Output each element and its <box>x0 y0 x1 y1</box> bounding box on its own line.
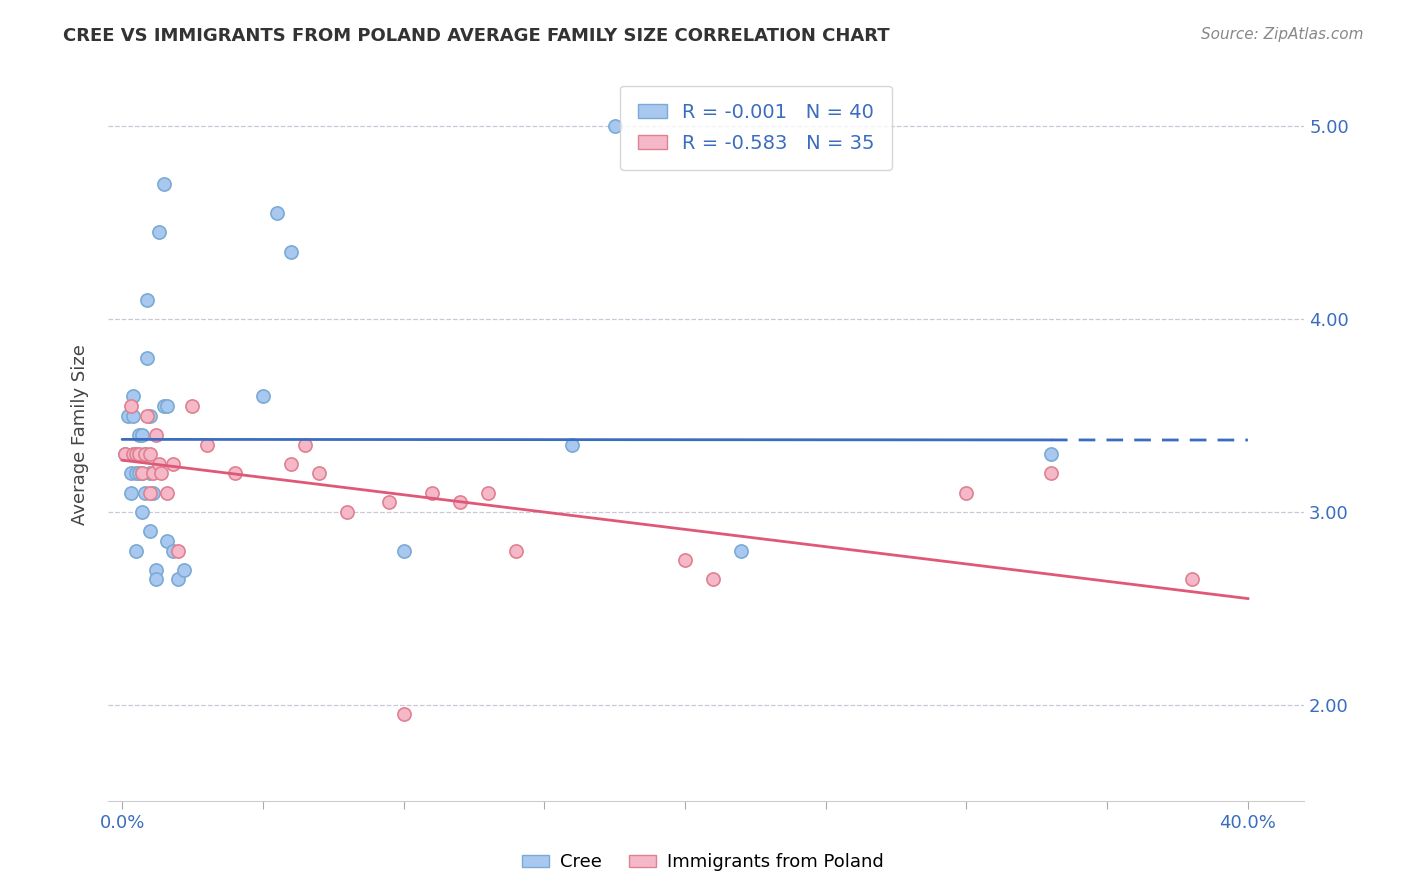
Point <box>730 543 752 558</box>
Point <box>955 485 977 500</box>
Point <box>153 399 176 413</box>
Point <box>117 409 139 423</box>
Point <box>266 206 288 220</box>
Point <box>131 428 153 442</box>
Point <box>156 485 179 500</box>
Point <box>561 437 583 451</box>
Point <box>128 447 150 461</box>
Point <box>449 495 471 509</box>
Y-axis label: Average Family Size: Average Family Size <box>72 344 89 525</box>
Point <box>336 505 359 519</box>
Point <box>114 447 136 461</box>
Point <box>181 399 204 413</box>
Point <box>139 485 162 500</box>
Point <box>142 467 165 481</box>
Point <box>114 447 136 461</box>
Point <box>120 399 142 413</box>
Point <box>136 409 159 423</box>
Legend: R = -0.001   N = 40, R = -0.583   N = 35: R = -0.001 N = 40, R = -0.583 N = 35 <box>620 86 893 170</box>
Point <box>280 244 302 259</box>
Point <box>120 467 142 481</box>
Point <box>148 226 170 240</box>
Point <box>505 543 527 558</box>
Point <box>167 543 190 558</box>
Point <box>1181 573 1204 587</box>
Point <box>136 293 159 307</box>
Point <box>142 485 165 500</box>
Point <box>122 409 145 423</box>
Point <box>125 543 148 558</box>
Text: Source: ZipAtlas.com: Source: ZipAtlas.com <box>1201 27 1364 42</box>
Text: CREE VS IMMIGRANTS FROM POLAND AVERAGE FAMILY SIZE CORRELATION CHART: CREE VS IMMIGRANTS FROM POLAND AVERAGE F… <box>63 27 890 45</box>
Point <box>162 543 184 558</box>
Point <box>125 447 148 461</box>
Point <box>378 495 401 509</box>
Point <box>145 573 167 587</box>
Point <box>280 457 302 471</box>
Point <box>139 524 162 539</box>
Point <box>139 409 162 423</box>
Point <box>131 505 153 519</box>
Point <box>195 437 218 451</box>
Point <box>120 485 142 500</box>
Point <box>128 428 150 442</box>
Point <box>477 485 499 500</box>
Point <box>156 533 179 548</box>
Point <box>673 553 696 567</box>
Point <box>162 457 184 471</box>
Point <box>131 467 153 481</box>
Point <box>420 485 443 500</box>
Point <box>156 399 179 413</box>
Point <box>392 707 415 722</box>
Point <box>145 428 167 442</box>
Point <box>122 447 145 461</box>
Point <box>134 447 156 461</box>
Point <box>125 447 148 461</box>
Legend: Cree, Immigrants from Poland: Cree, Immigrants from Poland <box>515 847 891 879</box>
Point <box>224 467 246 481</box>
Point <box>122 389 145 403</box>
Point <box>134 485 156 500</box>
Point <box>148 457 170 471</box>
Point <box>392 543 415 558</box>
Point <box>702 573 724 587</box>
Point <box>134 447 156 461</box>
Point <box>150 467 173 481</box>
Point <box>131 467 153 481</box>
Point <box>1039 447 1062 461</box>
Point <box>139 447 162 461</box>
Point <box>294 437 316 451</box>
Point <box>145 563 167 577</box>
Point <box>173 563 195 577</box>
Point <box>125 467 148 481</box>
Point <box>128 467 150 481</box>
Point <box>252 389 274 403</box>
Point <box>153 178 176 192</box>
Point <box>139 467 162 481</box>
Point <box>167 573 190 587</box>
Point <box>603 120 626 134</box>
Point <box>308 467 330 481</box>
Point <box>136 351 159 365</box>
Point <box>1039 467 1062 481</box>
